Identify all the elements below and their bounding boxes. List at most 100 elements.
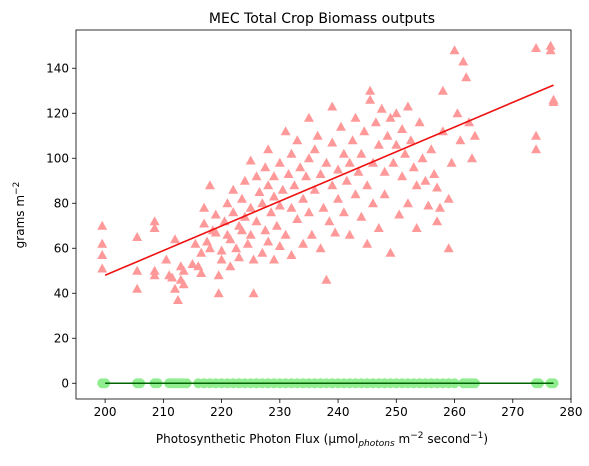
biomass-point [97, 238, 108, 248]
x-tick-label: 250 [385, 405, 408, 419]
biomass-point [97, 220, 108, 230]
biomass-point [461, 72, 472, 82]
biomass-point [298, 193, 309, 203]
x-tick-label: 260 [443, 405, 466, 419]
biomass-point [248, 254, 259, 264]
biomass-point [315, 243, 326, 253]
biomass-point [373, 139, 384, 149]
biomass-point [286, 202, 297, 212]
biomass-point [397, 124, 408, 133]
biomass-point [228, 207, 239, 217]
biomass-point [356, 148, 367, 158]
biomass-point [327, 180, 338, 190]
biomass-point [242, 238, 253, 248]
biomass-point [132, 265, 143, 275]
biomass-point [274, 241, 285, 250]
biomass-point [437, 85, 448, 95]
biomass-point [149, 216, 160, 226]
x-label-mid2: second [424, 432, 471, 446]
x-label-sup2: −1 [470, 431, 483, 441]
biomass-point [303, 153, 314, 163]
biomass-point [178, 265, 189, 275]
biomass-point [269, 254, 279, 264]
biomass-point [257, 198, 268, 208]
biomass-point [170, 234, 180, 244]
biomass-point [263, 236, 274, 246]
biomass-point [333, 164, 344, 174]
y-tick-label: 100 [46, 151, 69, 165]
biomass-point [204, 180, 215, 190]
axes-frame [75, 29, 572, 400]
biomass-fit-line [104, 84, 554, 276]
biomass-point [187, 259, 198, 268]
biomass-point [286, 250, 297, 259]
x-tick-label: 270 [501, 405, 524, 419]
biomass-point [411, 180, 422, 190]
biomass-point [204, 243, 215, 253]
biomass-point [350, 112, 361, 122]
biomass-point [391, 108, 402, 118]
biomass-point [239, 175, 250, 185]
y-tick-label: 80 [54, 196, 69, 210]
biomass-point [257, 247, 268, 257]
biomass-point [469, 130, 480, 140]
biomass-point [365, 85, 376, 95]
biomass-point [306, 229, 317, 239]
biomass-point [216, 254, 227, 264]
fit-lines [104, 84, 554, 385]
biomass-point [405, 135, 416, 145]
x-tick-label: 280 [560, 405, 583, 419]
biomass-point [391, 139, 402, 149]
biomass-point [408, 162, 419, 172]
y-label-prefix: grams m [13, 195, 27, 248]
biomass-point [236, 193, 247, 203]
biomass-point [289, 180, 300, 190]
biomass-point [199, 202, 210, 212]
biomass-point [400, 148, 411, 158]
x-tick-label: 230 [268, 405, 291, 419]
biomass-point [362, 238, 373, 248]
biomass-point [353, 166, 364, 176]
biomass-point [196, 268, 207, 277]
biomass-point [426, 144, 437, 154]
biomass-point [324, 216, 335, 226]
y-tick-label: 140 [46, 61, 69, 75]
biomass-point [234, 252, 245, 262]
biomass-point [350, 189, 361, 199]
x-label-suffix: ) [483, 432, 488, 446]
biomass-point [330, 227, 341, 237]
biomass-point [269, 191, 279, 201]
x-tick-label: 220 [210, 405, 233, 419]
biomass-point [248, 288, 259, 298]
biomass-point [365, 94, 376, 104]
biomass-point [193, 261, 204, 271]
biomass-point [455, 135, 466, 145]
biomass-point [280, 126, 291, 136]
biomass-point [161, 254, 172, 264]
biomass-point [373, 223, 384, 232]
biomass-point [417, 153, 428, 163]
biomass-point [397, 171, 408, 181]
biomass-point [376, 103, 387, 113]
biomass-point [446, 157, 457, 167]
biomass-point [379, 189, 390, 199]
biomass-point [170, 283, 180, 293]
biomass-point [213, 270, 224, 280]
y-tick-label: 120 [46, 106, 69, 120]
x-label-mid: m [395, 432, 411, 446]
biomass-point [347, 135, 358, 145]
biomass-point [178, 279, 189, 289]
biomass-point [210, 209, 221, 219]
biomass-point [190, 238, 201, 248]
biomass-point [341, 175, 352, 185]
biomass-point [338, 148, 349, 158]
plot-area [75, 29, 572, 400]
biomass-point [251, 216, 262, 226]
biomass-point [286, 148, 297, 158]
biomass-point [202, 236, 213, 246]
biomass-point [292, 214, 303, 223]
biomass-point [295, 162, 306, 172]
x-label-sup1: −2 [410, 431, 423, 441]
biomass-point [260, 225, 271, 235]
